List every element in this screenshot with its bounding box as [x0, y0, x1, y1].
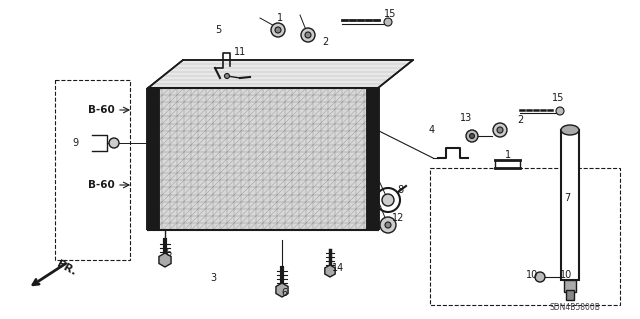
Text: 1: 1 — [277, 13, 283, 23]
Circle shape — [535, 272, 545, 282]
Circle shape — [380, 217, 396, 233]
Text: 14: 14 — [332, 263, 344, 273]
Text: B-60: B-60 — [88, 105, 115, 115]
Text: 5: 5 — [215, 25, 221, 35]
Bar — [566, 290, 574, 300]
Polygon shape — [148, 60, 413, 88]
Bar — [564, 280, 576, 292]
Circle shape — [305, 32, 311, 38]
Circle shape — [497, 127, 503, 133]
Circle shape — [301, 28, 315, 42]
Text: 15: 15 — [384, 9, 396, 19]
Circle shape — [470, 133, 474, 138]
Text: SDN4B5800B: SDN4B5800B — [550, 303, 600, 313]
Text: 6: 6 — [165, 248, 171, 258]
Text: 4: 4 — [429, 125, 435, 135]
Text: 10: 10 — [526, 270, 538, 280]
Text: 1: 1 — [505, 150, 511, 160]
Text: 15: 15 — [552, 93, 564, 103]
Circle shape — [225, 73, 230, 78]
Circle shape — [109, 138, 119, 148]
Circle shape — [275, 27, 281, 33]
Polygon shape — [148, 88, 378, 230]
Circle shape — [466, 130, 478, 142]
Bar — [561, 130, 579, 280]
Text: 6: 6 — [281, 288, 287, 298]
Bar — [55, 80, 130, 260]
Bar — [430, 168, 620, 305]
Circle shape — [382, 194, 394, 206]
Circle shape — [271, 23, 285, 37]
Circle shape — [385, 222, 391, 228]
Text: 12: 12 — [392, 213, 404, 223]
Text: 3: 3 — [210, 273, 216, 283]
Circle shape — [384, 18, 392, 26]
Text: 7: 7 — [564, 193, 570, 203]
Text: B-60: B-60 — [88, 180, 115, 190]
Polygon shape — [276, 283, 288, 297]
Circle shape — [556, 107, 564, 115]
Polygon shape — [325, 265, 335, 277]
Ellipse shape — [561, 125, 579, 135]
Text: 2: 2 — [517, 115, 523, 125]
Text: 9: 9 — [72, 138, 78, 148]
Text: 8: 8 — [397, 185, 403, 195]
Text: 2: 2 — [322, 37, 328, 47]
Text: FR.: FR. — [55, 259, 78, 277]
Text: 13: 13 — [460, 113, 472, 123]
Circle shape — [493, 123, 507, 137]
Text: 11: 11 — [234, 47, 246, 57]
Text: 10: 10 — [560, 270, 572, 280]
Polygon shape — [159, 253, 171, 267]
